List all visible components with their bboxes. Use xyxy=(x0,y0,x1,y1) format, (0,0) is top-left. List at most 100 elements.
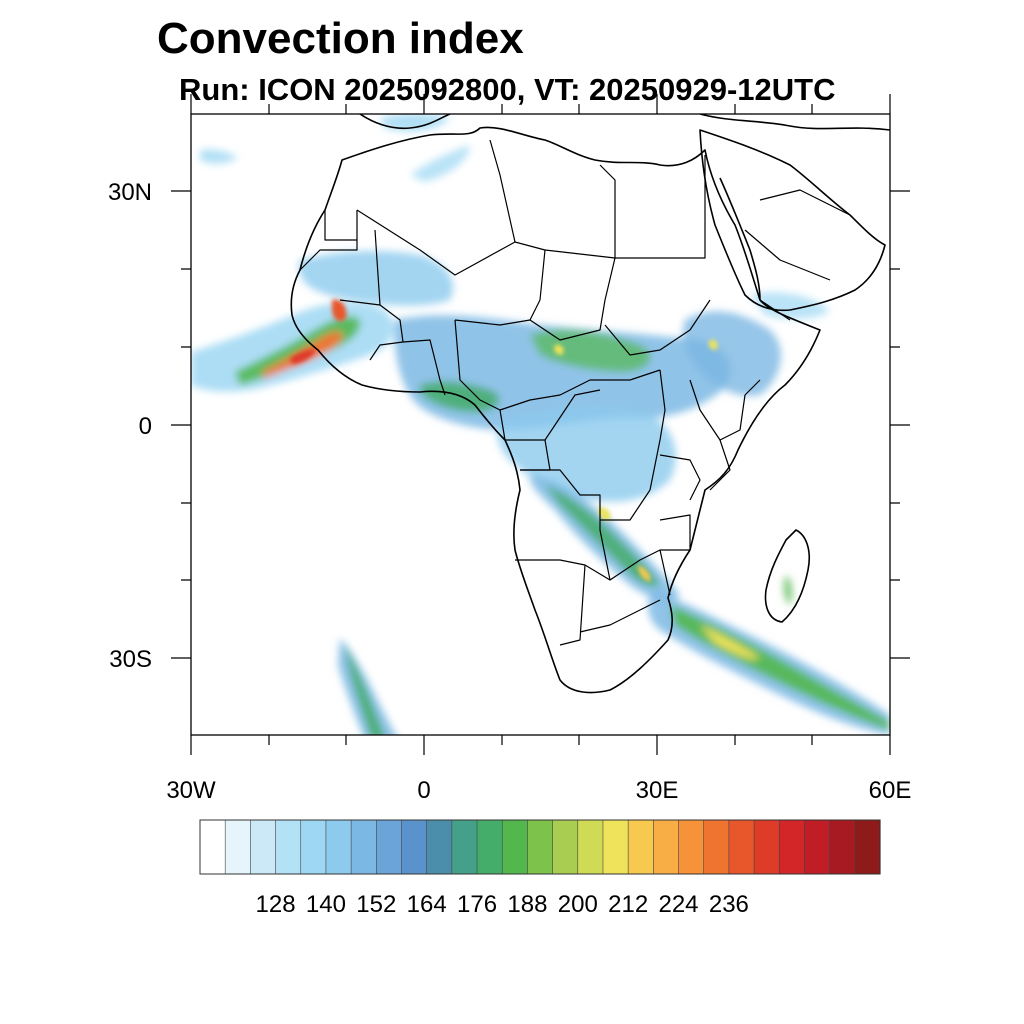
colorbar-tick-label: 164 xyxy=(407,891,447,918)
field-satl-front-green xyxy=(345,645,385,735)
convection-field xyxy=(191,114,890,735)
border-2 xyxy=(356,209,546,301)
border-7 xyxy=(529,257,616,341)
border-28 xyxy=(759,189,851,216)
border-15 xyxy=(689,379,761,441)
field-itcz-green xyxy=(235,316,361,385)
field-madagascar xyxy=(783,575,793,605)
lon-label-0: 0 xyxy=(417,777,430,804)
colorbar-tick-label: 236 xyxy=(709,891,749,918)
field-se-front-core xyxy=(700,625,760,660)
field-westmed xyxy=(200,149,238,164)
hotspot-sudan xyxy=(553,344,564,355)
colorbar-swatch xyxy=(401,819,428,875)
colorbar-swatch xyxy=(703,819,730,875)
colorbar-swatch xyxy=(199,819,226,875)
colorbar-swatch xyxy=(728,819,755,875)
field-sahel-west xyxy=(299,250,454,306)
coastline-madagascar xyxy=(764,529,811,623)
border-14 xyxy=(649,369,666,491)
field-arabia xyxy=(750,292,830,320)
coastline-turkey xyxy=(699,114,890,131)
colorbar-swatch xyxy=(678,819,705,875)
axis-labels: 30N 0 30S 30W 0 30E 60E xyxy=(108,179,911,804)
coastlines xyxy=(290,114,890,694)
coastline-europe xyxy=(359,114,451,130)
lon-label-30w: 30W xyxy=(166,777,216,804)
colorbar-tick-label: 128 xyxy=(256,891,296,918)
border-25 xyxy=(369,304,404,361)
border-1 xyxy=(299,210,358,271)
colorbar-swatch xyxy=(804,819,831,875)
colorbar-swatch xyxy=(829,819,856,875)
lon-minor-ticks xyxy=(268,104,813,745)
coastline-redsea-east xyxy=(719,177,761,301)
field-congo xyxy=(497,405,676,502)
coastline-arabia xyxy=(699,129,886,312)
border-26 xyxy=(659,454,701,501)
colorbar-swatch xyxy=(300,819,327,875)
border-16 xyxy=(709,439,731,491)
lat-major-ticks xyxy=(171,190,910,659)
chart-subtitle: Run: ICON 2025092800, VT: 20250929-12UTC xyxy=(179,72,836,107)
hotspot-guinea xyxy=(332,299,347,322)
border-22 xyxy=(659,549,671,596)
colorbar-swatch xyxy=(778,819,806,875)
border-9 xyxy=(454,319,531,326)
border-17 xyxy=(520,469,651,521)
border-10 xyxy=(402,339,446,396)
chart-title: Convection index xyxy=(157,14,524,63)
colorbar-tick-label: 224 xyxy=(658,891,698,918)
hotspot-ethiopia xyxy=(708,339,718,350)
colorbar-tick-label: 152 xyxy=(356,891,396,918)
border-13 xyxy=(544,389,601,441)
lat-label-30n: 30N xyxy=(108,179,152,206)
border-5 xyxy=(544,164,616,259)
colorbar-swatch xyxy=(527,819,554,875)
colorbar-tick-label: 200 xyxy=(558,891,598,918)
colorbar-tick-label: 176 xyxy=(457,891,497,918)
lon-label-60e: 60E xyxy=(869,777,912,804)
colorbar-tick-label: 212 xyxy=(608,891,648,918)
lon-major-ticks xyxy=(190,94,891,755)
border-6 xyxy=(615,155,706,259)
border-29 xyxy=(744,229,831,281)
colorbar-swatch xyxy=(854,819,881,875)
colorbar-swatch xyxy=(501,819,529,875)
colorbar-swatch xyxy=(602,819,629,875)
hotspot-itcz xyxy=(290,349,316,364)
map-area xyxy=(191,114,890,735)
colorbar-swatch xyxy=(275,819,302,875)
lat-label-0: 0 xyxy=(139,413,152,440)
colorbar-swatch xyxy=(627,819,654,875)
hotspot-moz xyxy=(637,565,651,582)
convection-hotspots xyxy=(290,299,718,582)
border-19 xyxy=(559,564,586,646)
field-med xyxy=(380,114,450,132)
border-11 xyxy=(454,319,661,411)
field-guinea-green xyxy=(420,381,499,412)
colorbar-swatch xyxy=(476,819,503,875)
colorbar-swatch xyxy=(653,819,680,875)
colorbar-swatch xyxy=(753,819,780,875)
colorbar-swatch xyxy=(375,819,403,875)
lon-label-30e: 30E xyxy=(636,777,679,804)
colorbar-swatch xyxy=(426,819,453,875)
field-zambezi-green xyxy=(545,485,660,587)
colorbar-tick-label: 188 xyxy=(507,891,547,918)
colorbar-tick-label: 140 xyxy=(306,891,346,918)
coastline-africa xyxy=(290,126,821,694)
border-27 xyxy=(759,299,791,321)
field-se-front-green xyxy=(670,605,890,730)
colorbar xyxy=(199,819,881,875)
country-borders xyxy=(299,139,851,646)
border-21 xyxy=(599,520,611,581)
lat-minor-ticks xyxy=(181,268,900,581)
lat-label-30s: 30S xyxy=(109,646,152,673)
border-23 xyxy=(659,514,691,550)
field-libya xyxy=(410,145,470,182)
border-8 xyxy=(604,299,711,356)
colorbar-swatch xyxy=(350,819,377,875)
border-24 xyxy=(324,210,357,241)
colorbar-frame xyxy=(199,819,881,875)
